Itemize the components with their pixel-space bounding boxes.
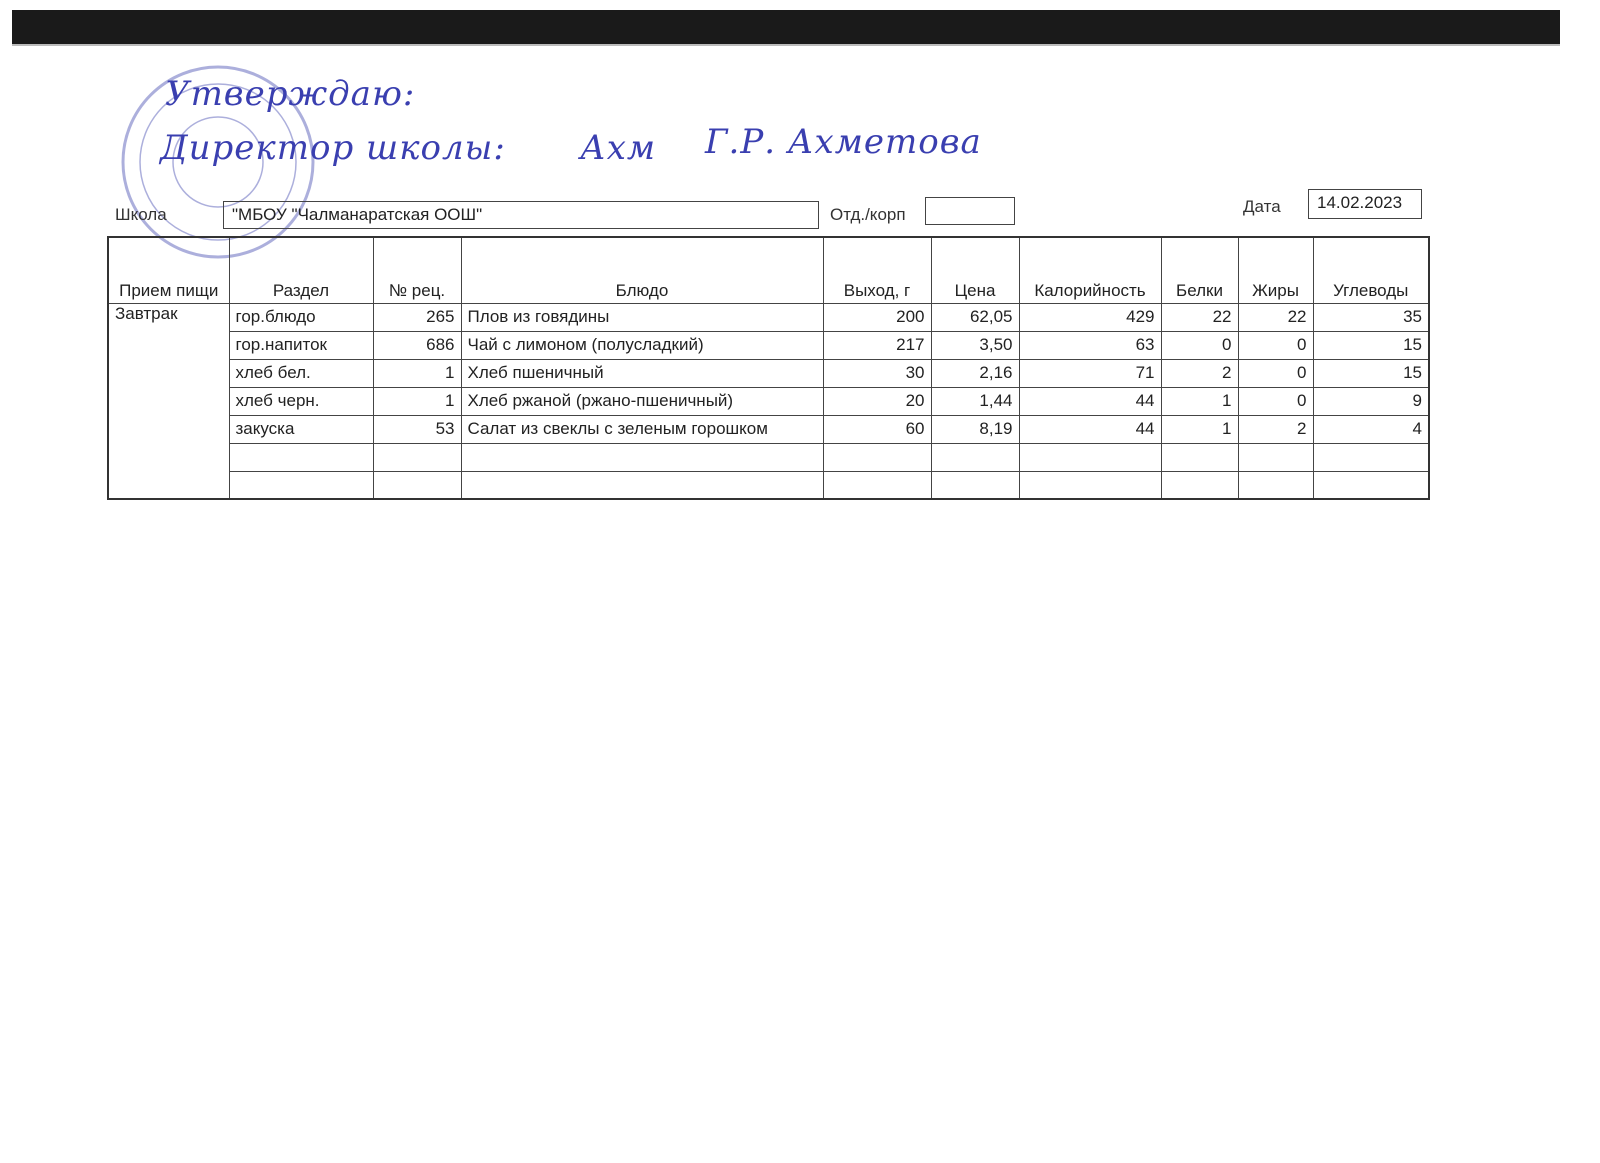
cell-fat [1237, 470, 1314, 500]
cell-kcal [1018, 442, 1162, 472]
date-label: Дата [1243, 197, 1281, 216]
cell-fat: 0 [1237, 330, 1314, 360]
cell-fat [1237, 442, 1314, 472]
cell-price [930, 442, 1020, 472]
table-row [108, 442, 1430, 472]
cell-section: гор.напиток [228, 330, 374, 360]
cell-yield: 217 [822, 330, 932, 360]
cell-recipe [372, 442, 462, 472]
cell-carbs [1312, 442, 1430, 472]
cell-recipe: 1 [372, 358, 462, 388]
cell-yield [822, 442, 932, 472]
cell-yield: 60 [822, 414, 932, 444]
table-row: гор.напиток 686 Чай с лимоном (полусладкий… [108, 330, 1430, 360]
cell-yield: 20 [822, 386, 932, 416]
cell-carbs: 35 [1312, 302, 1430, 332]
column-header: Жиры [1237, 236, 1314, 304]
cell-kcal: 44 [1018, 414, 1162, 444]
column-header: Прием пищи [107, 236, 230, 304]
cell-yield [822, 470, 932, 500]
column-header: № рец. [372, 236, 462, 304]
column-header: Калорийность [1018, 236, 1162, 304]
table-row: хлеб черн. 1 Хлеб ржаной (ржано-пшеничный)… [108, 386, 1430, 416]
dept-label: Отд./корп [830, 205, 906, 224]
cell-dish [460, 470, 824, 500]
cell-kcal [1018, 470, 1162, 500]
cell-kcal: 429 [1018, 302, 1162, 332]
cell-recipe: 1 [372, 386, 462, 416]
cell-dish: Плов из говядины [460, 302, 824, 332]
cell-price: 3,50 [930, 330, 1020, 360]
cell-dish: Салат из свеклы с зеленым горошком [460, 414, 824, 444]
cell-section: хлеб бел. [228, 358, 374, 388]
cell-section: хлеб черн. [228, 386, 374, 416]
cell-protein [1160, 442, 1239, 472]
signature: Ахм [580, 128, 657, 168]
column-header: Цена [930, 236, 1020, 304]
cell-fat: 2 [1237, 414, 1314, 444]
cell-protein [1160, 470, 1239, 500]
cell-protein: 22 [1160, 302, 1239, 332]
cell-price: 2,16 [930, 358, 1020, 388]
cell-fat: 22 [1237, 302, 1314, 332]
approval-line2: Директор школы: [160, 128, 506, 168]
cell-dish: Хлеб пшеничный [460, 358, 824, 388]
cell-carbs: 4 [1312, 414, 1430, 444]
cell-fat: 0 [1237, 386, 1314, 416]
cell-carbs: 15 [1312, 330, 1430, 360]
cell-dish: Хлеб ржаной (ржано-пшеничный) [460, 386, 824, 416]
school-field: "МБОУ "Чалманаратская ООШ" [223, 201, 819, 229]
cell-yield: 200 [822, 302, 932, 332]
cell-dish [460, 442, 824, 472]
cell-section [228, 442, 374, 472]
dept-field [925, 197, 1015, 225]
director-name: Г.Р. Ахметова [705, 122, 982, 162]
school-label: Школа [115, 205, 167, 224]
approval-line1: Утверждаю: [165, 74, 416, 114]
cell-protein: 1 [1160, 386, 1239, 416]
cell-kcal: 71 [1018, 358, 1162, 388]
cell-kcal: 44 [1018, 386, 1162, 416]
cell-price [930, 470, 1020, 500]
cell-yield: 30 [822, 358, 932, 388]
cell-carbs: 9 [1312, 386, 1430, 416]
cell-protein: 2 [1160, 358, 1239, 388]
table-row [108, 470, 1430, 500]
table-row: Завтрак гор.блюдо 265 Плов из говядины 200 62… [107, 302, 1430, 500]
cell-kcal: 63 [1018, 330, 1162, 360]
cell-section [228, 470, 374, 500]
cell-section: гор.блюдо [228, 302, 374, 332]
cell-protein: 1 [1160, 414, 1239, 444]
cell-dish: Чай с лимоном (полусладкий) [460, 330, 824, 360]
column-header: Выход, г [822, 236, 932, 304]
cell-carbs: 15 [1312, 358, 1430, 388]
column-header: Белки [1160, 236, 1239, 304]
cell-recipe: 265 [372, 302, 462, 332]
meal-cell: Завтрак [107, 302, 230, 500]
cell-price: 8,19 [930, 414, 1020, 444]
cell-price: 1,44 [930, 386, 1020, 416]
cell-price: 62,05 [930, 302, 1020, 332]
scan-edge [12, 10, 1560, 44]
cell-carbs [1312, 470, 1430, 500]
table-row: хлеб бел. 1 Хлеб пшеничный 30 2,16 71 2 0 15 [108, 358, 1430, 388]
column-header: Блюдо [460, 236, 824, 304]
table-row: закуска 53 Салат из свеклы с зеленым горош… [108, 414, 1430, 444]
cell-protein: 0 [1160, 330, 1239, 360]
column-header: Раздел [228, 236, 374, 304]
cell-recipe [372, 470, 462, 500]
cell-recipe: 686 [372, 330, 462, 360]
cell-section: закуска [228, 414, 374, 444]
cell-recipe: 53 [372, 414, 462, 444]
column-header: Углеводы [1312, 236, 1430, 304]
cell-fat: 0 [1237, 358, 1314, 388]
menu-table: Прием пищи Раздел № рец. Блюдо Выход, г Цена К… [107, 236, 1430, 500]
date-field: 14.02.2023 [1308, 189, 1422, 219]
scan-edge-shadow [12, 44, 1560, 46]
